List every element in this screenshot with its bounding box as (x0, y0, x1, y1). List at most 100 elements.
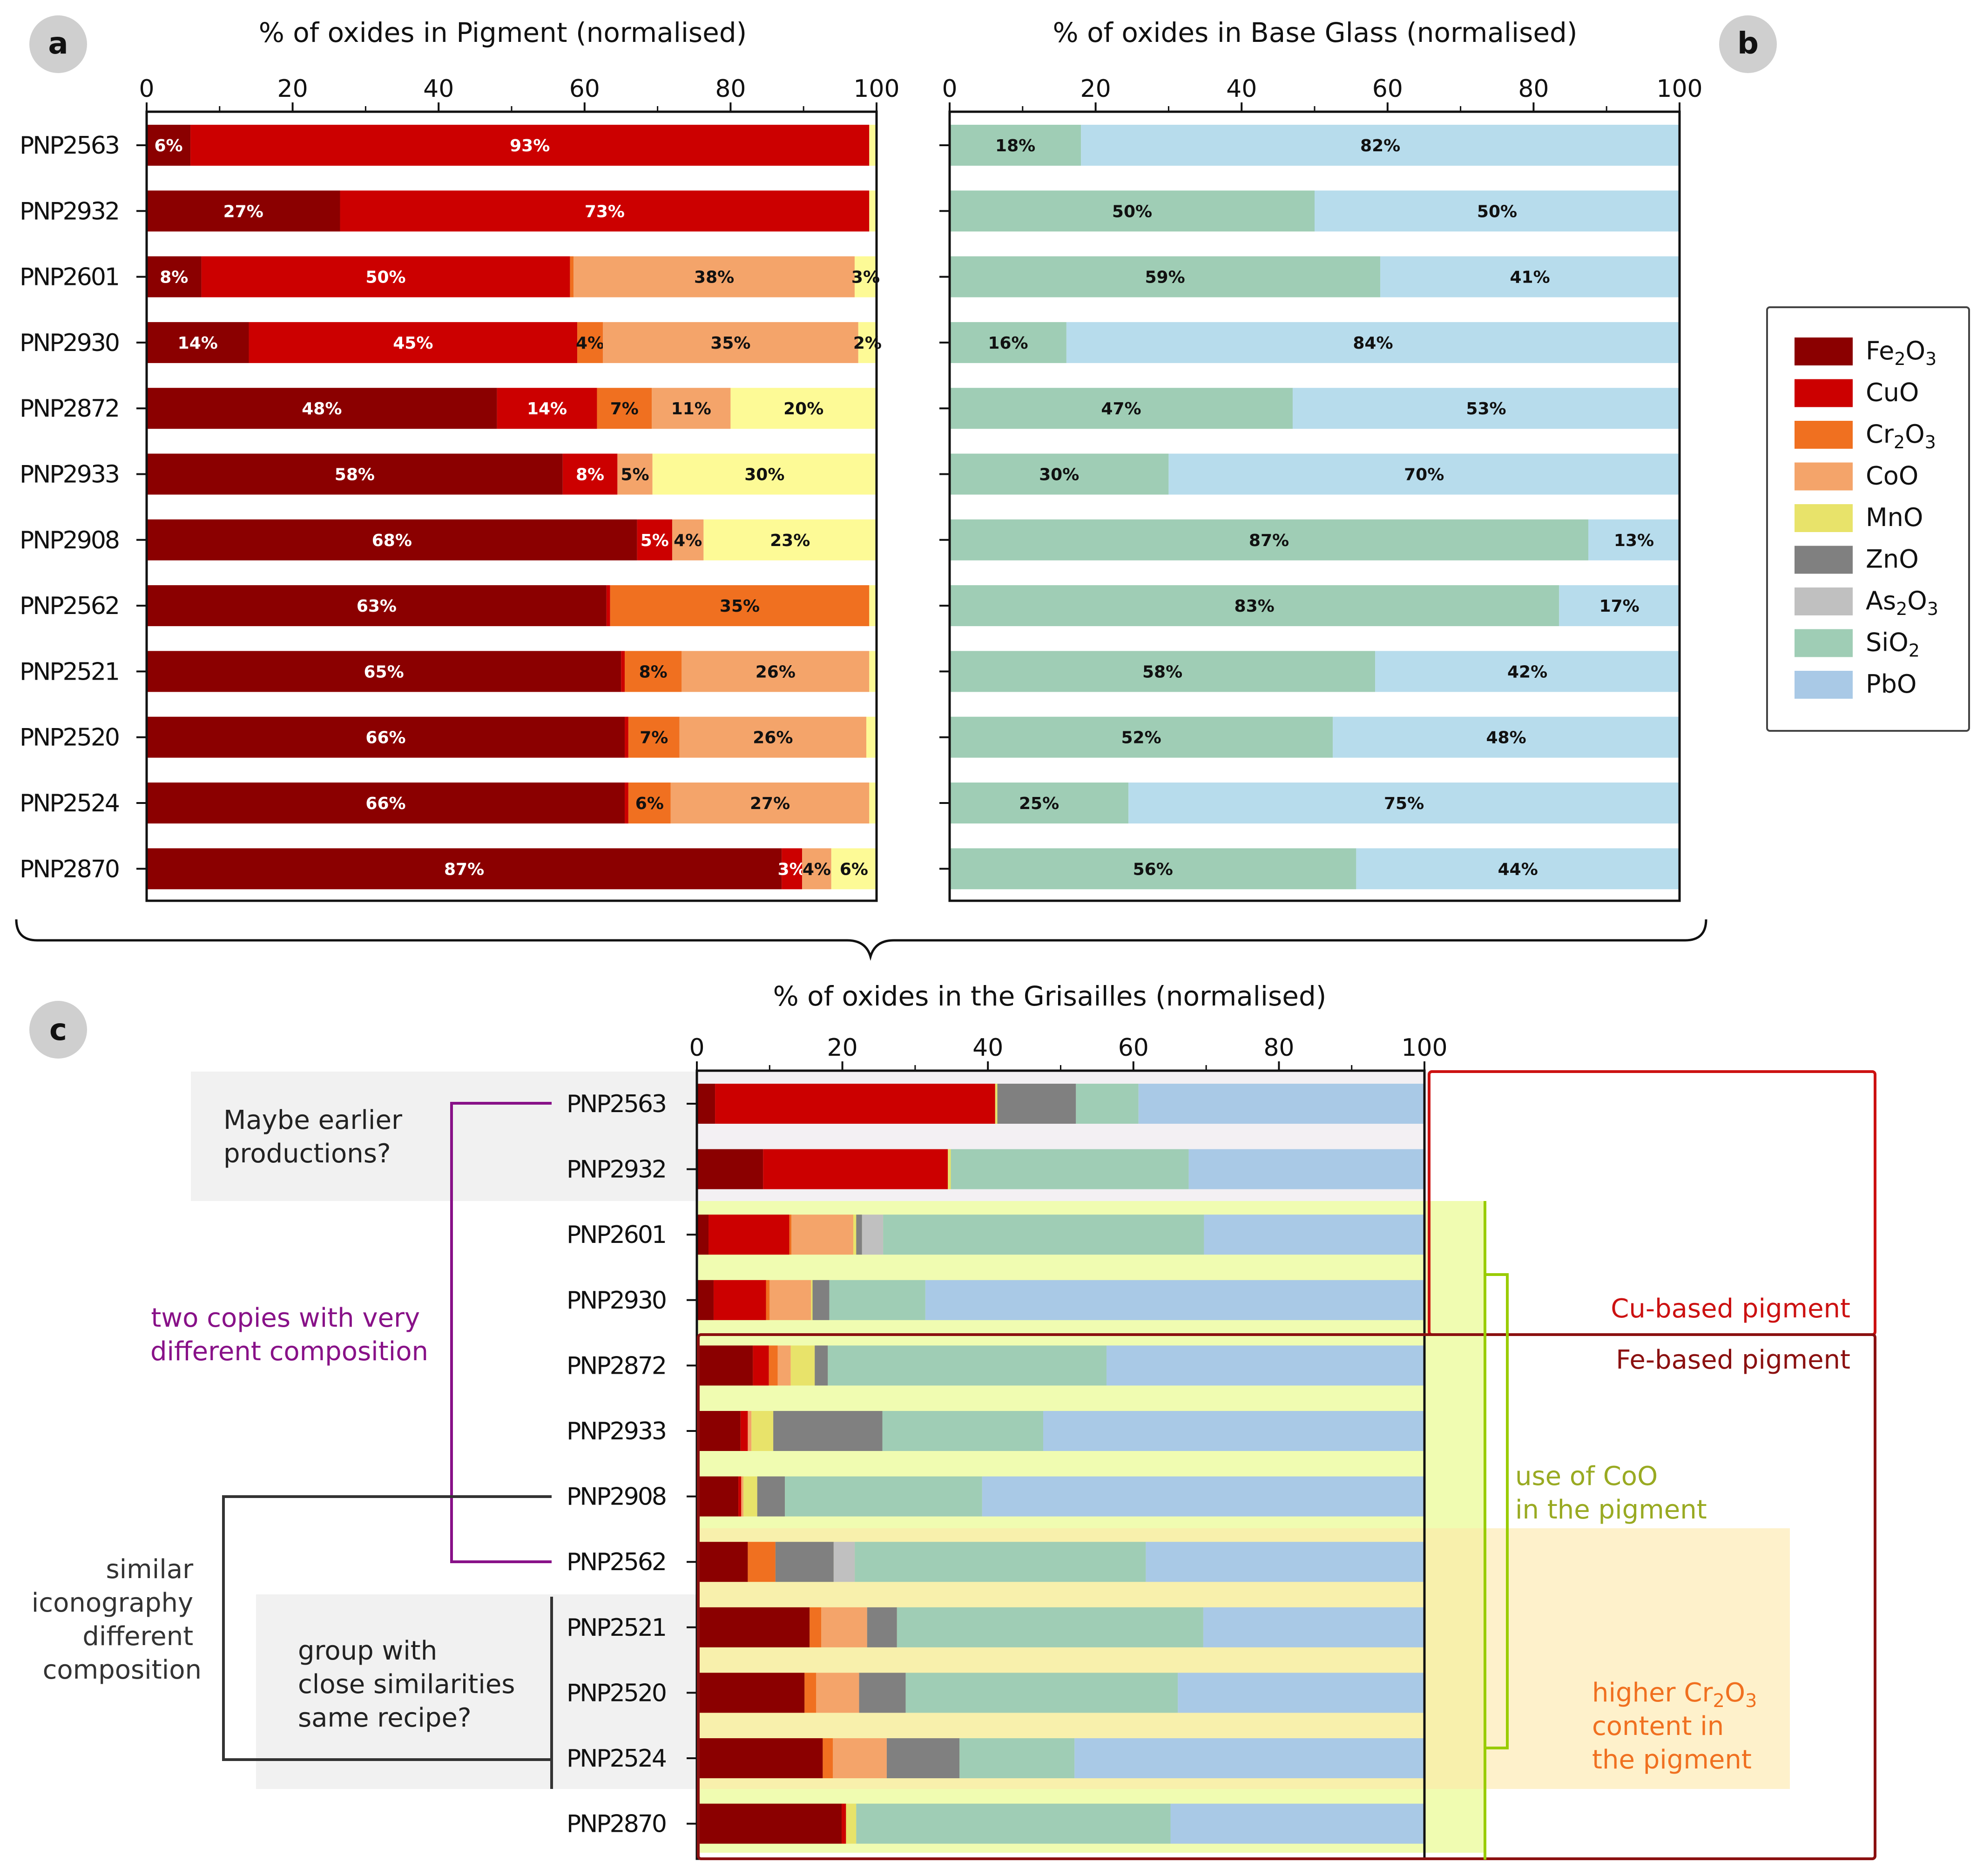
bar-c-PNP2601-Fe2O3 (697, 1215, 709, 1255)
bar-label-b-PNP2521-PbO: 42% (1507, 662, 1547, 682)
legend-frame (1766, 306, 1970, 732)
bar-c-PNP2601-MnO (853, 1215, 857, 1255)
fe-based-box (697, 1333, 1876, 1860)
bar-a-PNP2520-CuO (625, 716, 628, 758)
legend-label-Cr2O3: Cr2O3 (1866, 419, 1936, 452)
bar-c-PNP2872-CuO (753, 1345, 769, 1386)
bar-b-PNP2932-SiO2 (950, 190, 1315, 232)
bar-c-PNP2562-ZnO (775, 1542, 834, 1582)
bar-c-PNP2521-Fe2O3 (697, 1607, 810, 1647)
bar-a-PNP2932-Fe2O3 (147, 190, 340, 232)
bar-b-PNP2601-SiO2 (950, 256, 1381, 297)
bar-label-a-PNP2524-Cr2O3: 6% (635, 794, 664, 813)
bar-a-PNP2521-MnO (869, 651, 877, 692)
ylabel-a-PNP2521: PNP2521 (20, 658, 119, 686)
bar-c-PNP2933-Fe2O3 (697, 1411, 741, 1451)
bar-a-PNP2520-Cr2O3 (628, 716, 680, 758)
bar-label-b-PNP2932-PbO: 50% (1477, 202, 1517, 221)
legend-label-ZnO: ZnO (1866, 545, 1919, 574)
ylabel-a-PNP2870: PNP2870 (20, 855, 119, 883)
bar-c-PNP2870-Fe2O3 (697, 1803, 842, 1844)
similar-iconography-bracket (222, 1495, 552, 1761)
ylabel-c-PNP2930: PNP2930 (567, 1287, 666, 1315)
bar-c-PNP2872-PbO (1106, 1345, 1424, 1386)
bar-a-PNP2521-CoO (681, 651, 870, 692)
bar-a-PNP2601-MnO (854, 256, 877, 297)
curly-brace (15, 919, 1707, 961)
bar-a-PNP2520-MnO (866, 716, 877, 758)
bar-label-a-PNP2521-CoO: 26% (756, 662, 796, 682)
bar-c-PNP2521-ZnO (867, 1607, 897, 1647)
xtick-label-c-40: 40 (972, 1034, 1003, 1062)
xtick-label-c-20: 20 (827, 1034, 858, 1062)
legend-swatch-Fe2O3 (1795, 337, 1853, 365)
bar-c-PNP2524-SiO2 (959, 1738, 1075, 1778)
bar-c-PNP2908-ZnO (757, 1476, 785, 1517)
bar-label-a-PNP2872-CuO: 14% (527, 399, 567, 418)
bar-c-PNP2908-CuO (738, 1476, 742, 1517)
bar-label-a-PNP2930-CoO: 35% (710, 334, 750, 353)
bar-c-PNP2908-CoO (741, 1476, 744, 1517)
ylabel-c-PNP2524: PNP2524 (567, 1745, 666, 1773)
coo-bracket (1484, 1201, 1509, 1860)
bar-label-a-PNP2520-Cr2O3: 7% (640, 729, 668, 748)
bar-c-PNP2521-SiO2 (897, 1607, 1203, 1647)
legend-label-Fe2O3: Fe2O3 (1866, 336, 1937, 369)
panel-letter-b: b (1737, 27, 1759, 61)
legend: Fe2O3 CuO Cr2O3 CoO MnO ZnO As2O3 SiO2 PbO (1766, 306, 1970, 732)
bar-a-PNP2524-Fe2O3 (147, 783, 625, 823)
bar-c-PNP2872-Fe2O3 (697, 1345, 753, 1386)
bar-label-a-PNP2562-Cr2O3: 35% (720, 597, 760, 616)
ylabel-c-PNP2520: PNP2520 (567, 1679, 666, 1707)
bar-label-a-PNP2932-Fe2O3: 27% (223, 202, 263, 221)
panel-letter-c: c (49, 1013, 67, 1047)
xtick-label-c-60: 60 (1118, 1034, 1149, 1062)
bar-label-a-PNP2520-CoO: 26% (753, 729, 793, 748)
legend-swatch-As2O3 (1795, 587, 1853, 615)
bar-a-PNP2601-CuO (201, 256, 570, 297)
bar-label-a-PNP2601-MnO: 3% (851, 268, 880, 287)
bar-a-PNP2563-CuO (190, 125, 870, 166)
bar-c-PNP2601-Cr2O3 (789, 1215, 792, 1255)
bar-c-PNP2933-ZnO (773, 1411, 883, 1451)
bar-c-PNP2601-As2O3 (862, 1215, 884, 1255)
bar-c-PNP2524-PbO (1074, 1738, 1424, 1778)
bar-label-a-PNP2908-Fe2O3: 68% (372, 531, 412, 550)
two-copies-bracket (450, 1102, 552, 1563)
bar-b-PNP2908-PbO (1588, 519, 1680, 560)
fe-based-label: Fe-based pigment (1616, 1345, 1850, 1375)
bar-c-PNP2930-Fe2O3 (697, 1280, 714, 1320)
xtick-label-a-20: 20 (277, 75, 308, 103)
bar-label-b-PNP2908-SiO2: 87% (1249, 531, 1289, 550)
ylabel-a-PNP2562: PNP2562 (20, 592, 119, 620)
bar-a-PNP2521-Fe2O3 (147, 651, 621, 692)
maybe-earlier-text: Maybe earlier productions? (223, 1105, 411, 1169)
bar-c-PNP2933-PbO (1043, 1411, 1424, 1451)
bar-a-PNP2908-Fe2O3 (147, 519, 637, 560)
bar-label-b-PNP2524-PbO: 75% (1384, 794, 1424, 813)
bar-c-PNP2562-As2O3 (833, 1542, 855, 1582)
bar-c-PNP2563-PbO (1138, 1084, 1424, 1124)
ylabel-a-PNP2930: PNP2930 (20, 329, 119, 357)
bar-a-PNP2933-Fe2O3 (147, 453, 563, 495)
bar-label-b-PNP2601-PbO: 41% (1510, 268, 1550, 287)
panel-c-chart: PNP2563 PNP2932 PNP2601 PNP2930 PNP2872 PNP29… (567, 1034, 1448, 1860)
bar-label-b-PNP2872-SiO2: 47% (1101, 399, 1141, 418)
bar-label-a-PNP2872-Fe2O3: 48% (302, 399, 342, 418)
bar-c-PNP2932-CuO (763, 1149, 948, 1189)
panel-label-b: b (1719, 15, 1777, 73)
bar-b-PNP2930-SiO2 (950, 322, 1066, 363)
bar-b-PNP2932-PbO (1315, 190, 1680, 232)
bar-label-b-PNP2932-SiO2: 50% (1112, 202, 1152, 221)
bar-c-PNP2930-ZnO (812, 1280, 830, 1320)
bar-label-a-PNP2933-Fe2O3: 58% (335, 466, 375, 485)
bar-c-PNP2520-SiO2 (905, 1673, 1178, 1713)
higher-cr-text: higher Cr2O3 content in the pigment (1592, 1678, 1765, 1775)
bar-label-b-PNP2520-SiO2: 52% (1121, 729, 1161, 748)
panel-b-chart: 18% 82% 50% 50% 59% 41% 16% 84% 47% 53% 30% 70% 87% 1… (939, 75, 1703, 902)
bar-a-PNP2930-Cr2O3 (577, 322, 603, 363)
bar-a-PNP2932-CuO (340, 190, 870, 232)
bar-label-a-PNP2933-CuO: 8% (576, 466, 604, 485)
group-close-text: group with close similarities same recip… (298, 1636, 523, 1733)
legend-swatch-MnO (1795, 504, 1853, 532)
